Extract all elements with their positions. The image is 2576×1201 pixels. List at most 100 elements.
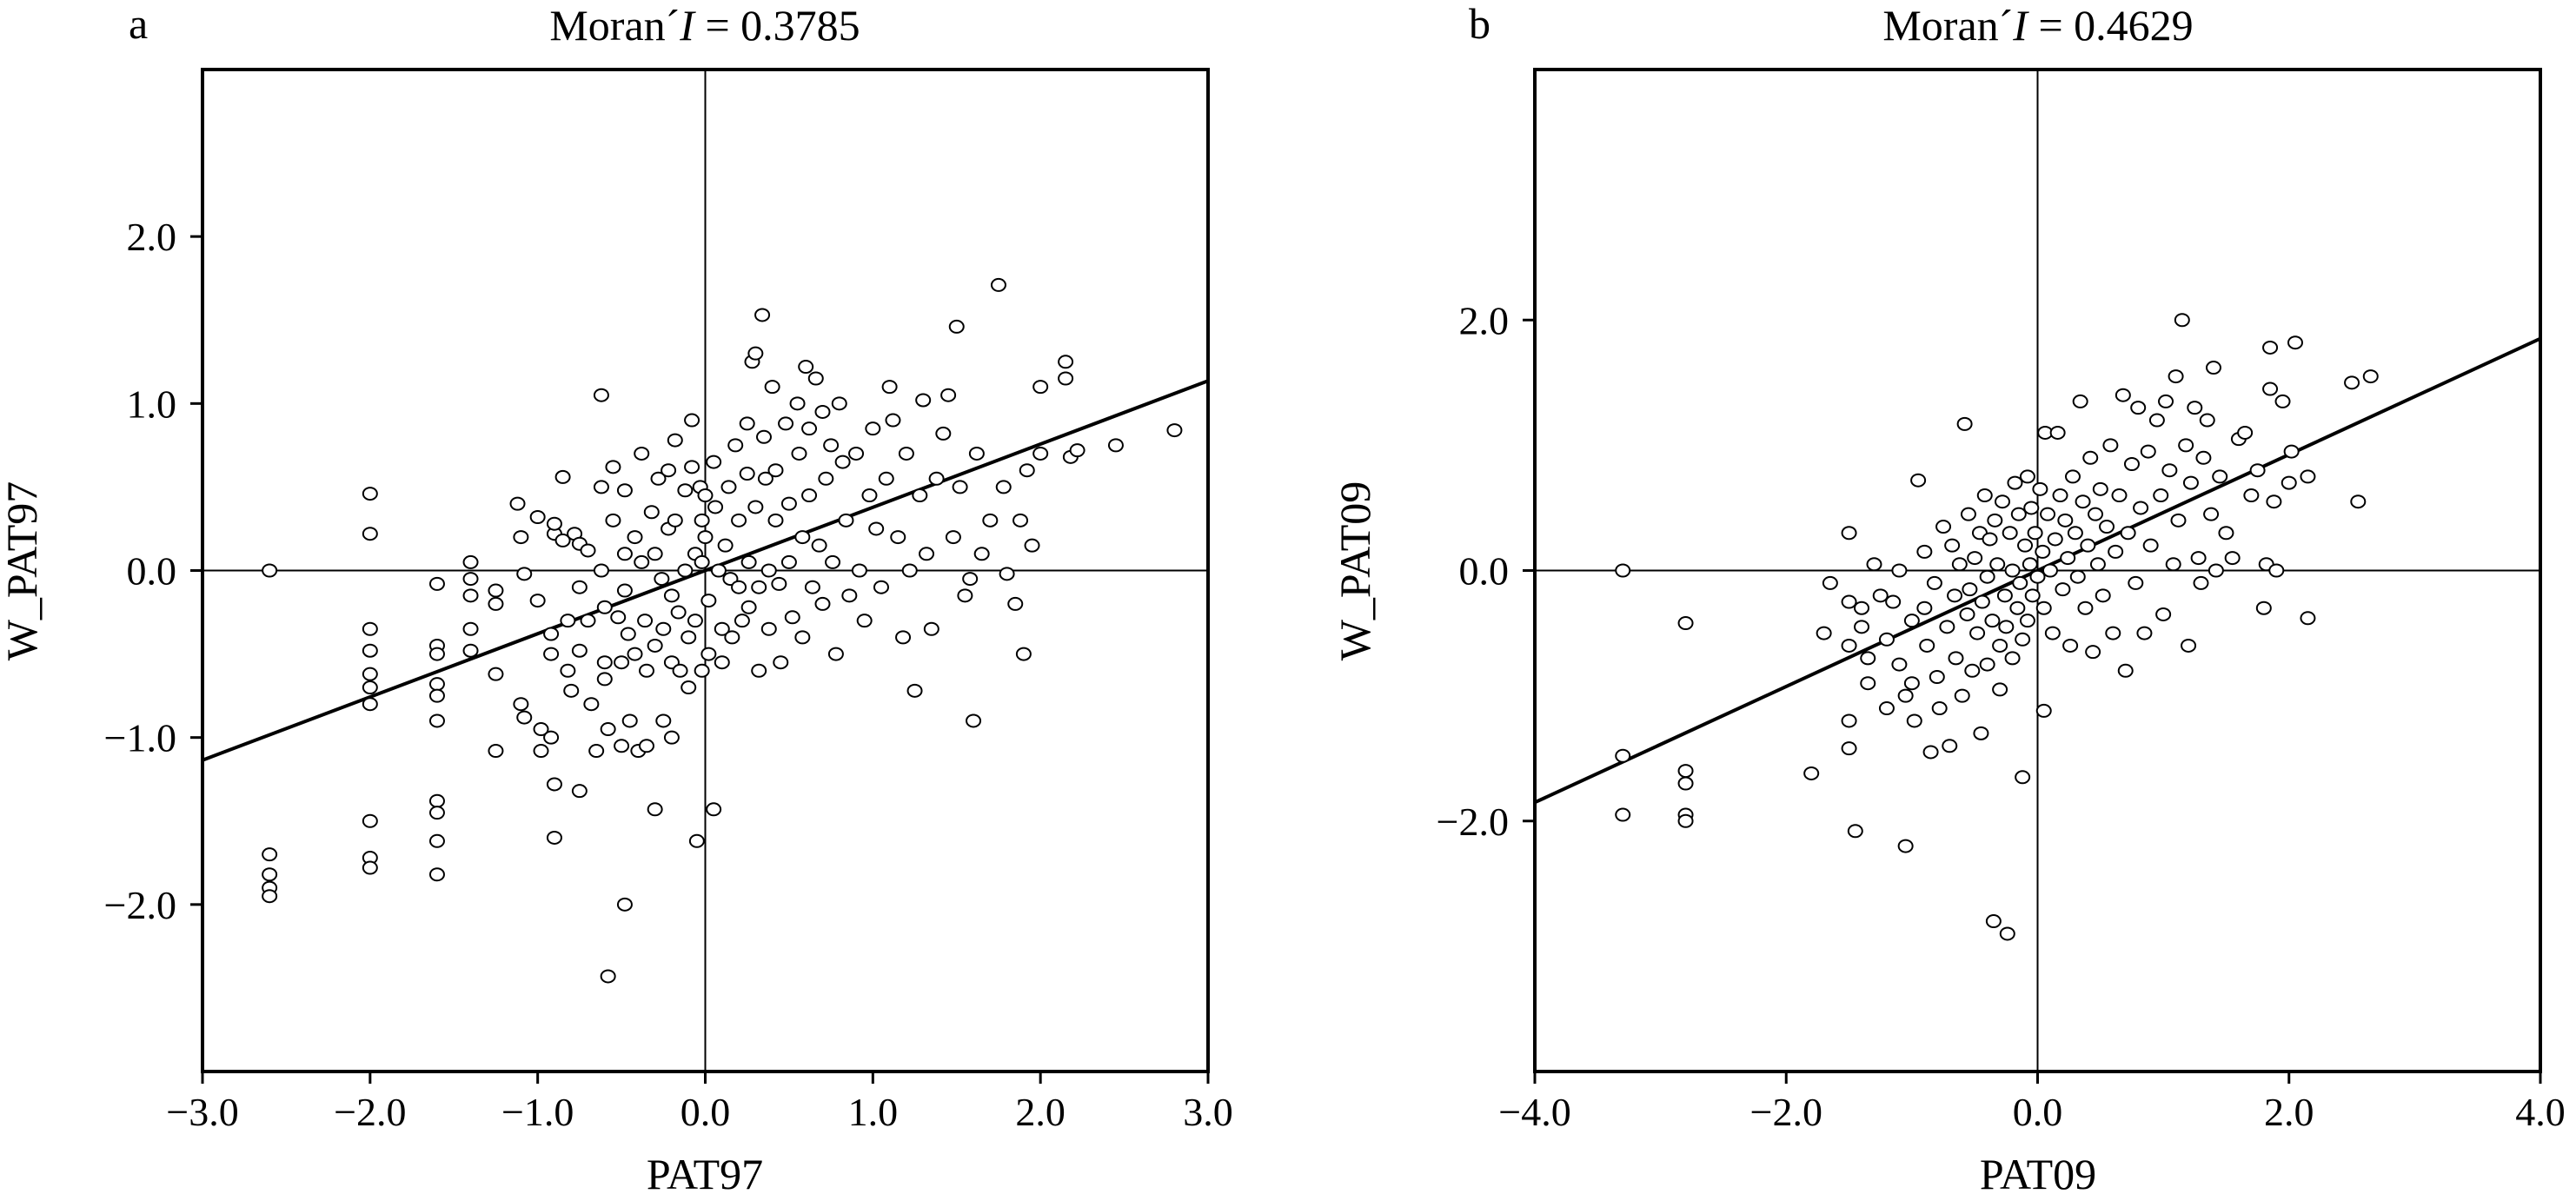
panel-b-data-point (2136, 626, 2153, 640)
panel-b-data-point (2004, 651, 2021, 666)
panel-a-data-point (818, 471, 834, 486)
panel-a-data-point (663, 588, 680, 603)
panel-a-data-point (727, 438, 744, 453)
panel-a-data-point (801, 421, 818, 436)
panel-b-data-point (2262, 382, 2279, 396)
panel-b-data-point (1916, 544, 1933, 559)
panel-b-data-point (2255, 600, 2272, 615)
panel-a-data-point (634, 446, 650, 461)
panel-b-data-point (1854, 620, 1870, 634)
panel-b-data-point (1906, 713, 1922, 728)
panel-b-data-point (1944, 538, 1961, 553)
panel-a-data-point (923, 621, 939, 636)
panel-b-data-point (2266, 494, 2282, 509)
panel-b-data-point (2035, 544, 2051, 559)
panel-a-data-point (751, 580, 767, 594)
panel-b-data-point (1677, 776, 1694, 791)
panel-b-data-point (2080, 538, 2096, 553)
panel-b-data-point (1677, 764, 1694, 779)
panel-a-data-point (714, 655, 730, 670)
panel-b-data-point (2212, 469, 2228, 484)
panel-a-data-point (428, 576, 445, 591)
panel-b-data-point (1822, 575, 1838, 590)
panel-a-data-point (677, 563, 694, 578)
panel-b-data-point (1910, 473, 1927, 488)
panel-a-data-point (667, 433, 683, 448)
panel-b-data-point (2064, 469, 2081, 484)
panel-a-data-point (643, 505, 660, 520)
panel-a-data-point (428, 833, 445, 848)
panel-a-data-point (1107, 438, 1124, 453)
panel-a-data-point (362, 643, 378, 658)
panel-a-data-point (362, 527, 378, 541)
panel-a-data-point (513, 697, 529, 712)
panel-a-data-point (661, 463, 677, 478)
panel-b-data-point (2155, 607, 2172, 621)
panel-a-x-tick-label: −3.0 (166, 1090, 238, 1134)
panel-a-data-point (543, 730, 560, 745)
panel-a-data-point (600, 969, 616, 984)
panel-b-y-tick-label: 2.0 (1459, 298, 1510, 342)
panel-b-data-point (1974, 594, 1990, 609)
panel-a-data-point (563, 683, 580, 698)
panel-b-data-point (2344, 375, 2360, 390)
panel-a-letter: a (129, 0, 148, 48)
panel-a-data-point (583, 697, 600, 712)
panel-a-data-point (647, 638, 663, 653)
panel-a-data-point (262, 889, 278, 904)
panel-a-data-point (968, 446, 985, 461)
panel-a-data-point (714, 621, 730, 636)
panel-b-x-axis-title: PAT09 (1980, 1150, 2096, 1198)
panel-a-y-tick-label: −2.0 (104, 883, 176, 927)
panel-a-data-point (710, 563, 727, 578)
panel-b-y-tick-label: 0.0 (1459, 549, 1510, 594)
panel-b-data-point (1969, 626, 1986, 640)
panel-a-title: Moran´I = 0.3785 (549, 1, 860, 50)
panel-b-data-point (2015, 632, 2031, 647)
panel-a-data-point (760, 563, 777, 578)
panel-b-data-point (2002, 526, 2018, 541)
panel-a-data-point (885, 413, 901, 428)
panel-a-x-tick-label: 3.0 (1183, 1090, 1233, 1134)
panel-a-data-point (428, 806, 445, 820)
panel-a-data-point (681, 680, 697, 695)
panel-a-data-point (1058, 355, 1074, 369)
panel-a-data-point (614, 739, 630, 753)
panel-a-data-point (881, 380, 898, 395)
panel-b-data-point (2017, 538, 2034, 553)
panel-b-data-point (2218, 526, 2234, 541)
panel-b-data-point (2032, 481, 2048, 496)
panel-b-data-point (1878, 632, 1895, 647)
panel-a-data-point (751, 663, 767, 678)
panel-b-data-point (1960, 507, 1976, 521)
panel-b-data-point (2049, 425, 2066, 440)
panel-b-data-point (2148, 413, 2165, 428)
panel-a-data-point (940, 388, 957, 402)
panel-a-y-tick-label: 2.0 (127, 215, 177, 259)
panel-b-data-point (1926, 575, 1942, 590)
panel-b-data-point (1979, 657, 1995, 672)
panel-b-data-point (1885, 594, 1902, 609)
panel-a-data-point (694, 554, 710, 569)
panel-b-data-point (2300, 611, 2316, 626)
panel-a-data-point (687, 614, 703, 628)
panel-a-points (262, 277, 1183, 984)
panel-a-data-point (428, 867, 445, 882)
panel-a-data-point (827, 647, 844, 661)
panel-b-data-point (2224, 551, 2241, 566)
panel-a-data-point (798, 360, 814, 375)
panel-a-data-point (650, 471, 667, 486)
panel-a-data-point (724, 630, 740, 645)
panel-b-data-point (1979, 569, 1995, 584)
panel-a-data-point (814, 596, 831, 611)
panel-a-data-point (362, 621, 378, 636)
panel-a-guides (202, 70, 1209, 1072)
panel-b-data-point (2089, 557, 2106, 572)
panel-b-data-point (2133, 501, 2149, 515)
panel-a-data-point (560, 614, 576, 628)
panel-b-data-point (2274, 394, 2291, 408)
panel-a-data-point (811, 538, 827, 553)
panel-a-data-point (1024, 538, 1040, 553)
panel-a-data-point (945, 530, 961, 545)
panel-b-data-point (2105, 626, 2121, 640)
